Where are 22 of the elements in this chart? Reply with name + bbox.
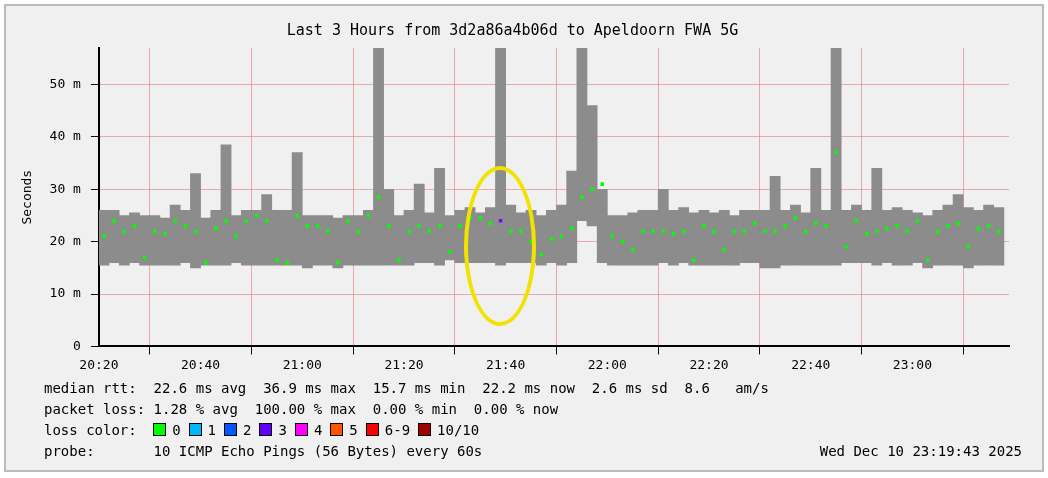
x-tick-label: 21:20 xyxy=(384,356,424,372)
chart-title: Last 3 Hours from 3d2a86a4b06d to Apeldoorn FWA 5G xyxy=(286,20,739,39)
x-tick-label: 21:00 xyxy=(282,356,322,372)
x-tick-label: 23:00 xyxy=(892,356,932,372)
y-axis-title: Seconds xyxy=(19,169,35,225)
text: probe: 10 ICMP Echo Pings (56 Bytes) every 60s xyxy=(44,443,483,459)
y-tick-label: 0 xyxy=(73,337,81,353)
y-tick-label: 20 m xyxy=(49,233,82,249)
x-tick-label: 22:20 xyxy=(689,356,729,372)
x-tick-label: 20:40 xyxy=(181,356,221,372)
y-tick-label: 50 m xyxy=(49,76,82,92)
text: median rtt: 22.6 ms avg 36.9 ms max 15.7 ms min 22.2 ms now 2.6 ms sd 8.6 am/s xyxy=(44,379,770,398)
x-tick-label: 21:40 xyxy=(486,356,526,372)
text: packet loss: 1.28 % avg 100.00 % max 0.00 % min 0.00 % now xyxy=(44,400,560,419)
text: loss color: 0 1 2 3 4 5 6-9 10/10 xyxy=(44,422,480,438)
x-tick-label: 22:00 xyxy=(587,356,627,372)
x-tick-label: 22:40 xyxy=(791,356,831,372)
x-tick-label: 20:20 xyxy=(79,356,119,372)
text: Wed Dec 10 23:19:43 2025 xyxy=(819,442,1022,461)
y-tick-label: 10 m xyxy=(49,285,82,301)
y-tick-label: 30 m xyxy=(49,180,82,196)
y-tick-label: 40 m xyxy=(49,128,82,144)
